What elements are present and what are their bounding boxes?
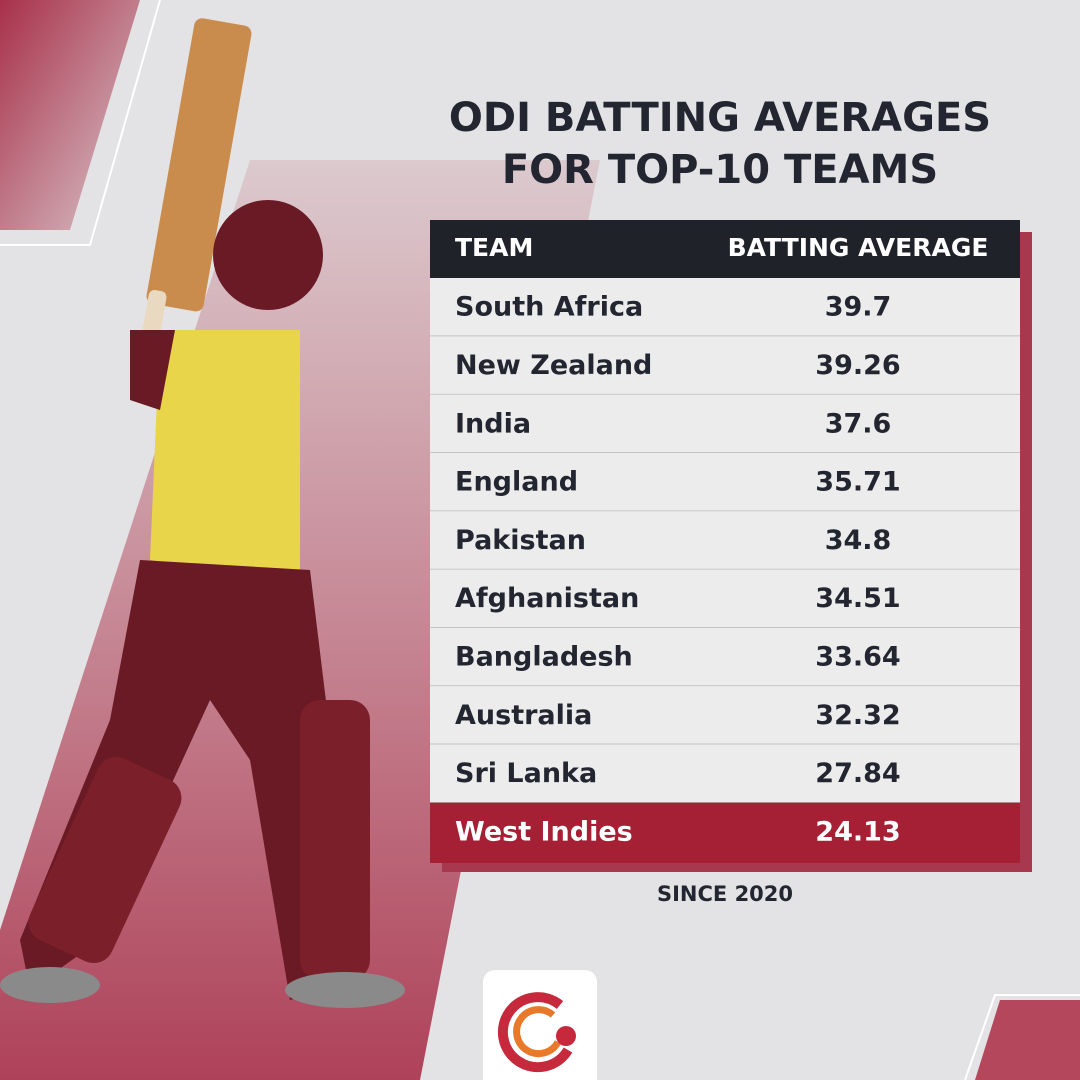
value-cell: 32.32 [815, 700, 900, 731]
team-cell: India [455, 408, 531, 439]
table-row [430, 569, 1020, 628]
table-row [430, 686, 1020, 745]
header-cell: TEAM [455, 233, 533, 262]
value-cell: 35.71 [815, 467, 900, 498]
team-cell: Bangladesh [455, 641, 633, 672]
team-cell: Australia [455, 700, 592, 731]
value-cell: 24.13 [815, 816, 900, 847]
team-cell: South Africa [455, 292, 643, 323]
value-cell: 34.8 [825, 525, 892, 556]
table: TEAM BATTING AVERAGE South Africa 39.7 New Z… [430, 220, 1020, 863]
logo [483, 970, 597, 1080]
corner-line [0, 0, 161, 246]
title-line: ODI BATTING AVERAGES [449, 95, 991, 141]
table-row [430, 744, 1020, 803]
corner-line [964, 994, 1080, 1080]
team-cell: Sri Lanka [455, 758, 597, 789]
table-row [430, 336, 1020, 395]
player-figure [0, 18, 405, 1008]
title-line: FOR TOP-10 TEAMS [502, 147, 938, 193]
title: ODI BATTING AVERAGES FOR TOP-10 TEAMS [449, 95, 991, 193]
value-cell: 34.51 [815, 583, 900, 614]
table-row [430, 278, 1020, 337]
value-cell: 37.6 [825, 408, 892, 439]
highlight-row [430, 802, 1020, 863]
team-cell: Afghanistan [455, 583, 639, 614]
value-cell: 39.26 [815, 350, 900, 381]
table-row [430, 452, 1020, 512]
team-cell: Pakistan [455, 525, 586, 556]
corner-shape [0, 0, 140, 230]
table-row [430, 627, 1020, 687]
value-cell: 33.64 [815, 641, 900, 672]
table-row [430, 394, 1020, 453]
value-cell: 39.7 [825, 292, 892, 323]
team-cell: West Indies [455, 816, 633, 847]
table-header [430, 220, 1020, 278]
corner-shape [975, 1000, 1080, 1080]
value-cell: 27.84 [815, 758, 900, 789]
table-row [430, 511, 1020, 570]
team-cell: England [455, 467, 578, 498]
header-cell: BATTING AVERAGE [728, 233, 989, 262]
footnote: SINCE 2020 [657, 882, 793, 906]
team-cell: New Zealand [455, 350, 652, 381]
